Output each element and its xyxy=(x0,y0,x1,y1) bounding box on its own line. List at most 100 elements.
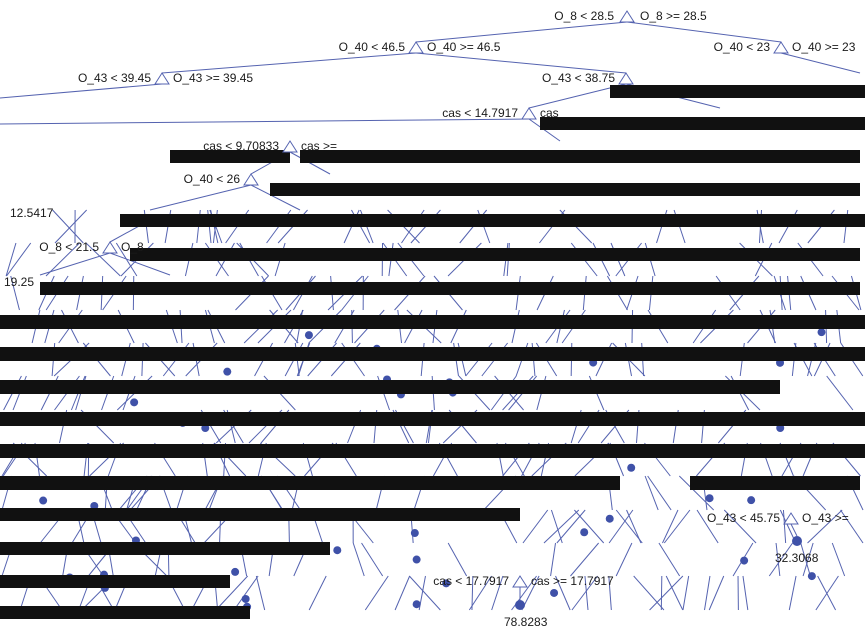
leaf-node xyxy=(90,501,99,510)
tree-edge xyxy=(415,21,628,43)
tree-edge xyxy=(471,575,474,611)
overlapping-node-labels xyxy=(0,85,865,619)
split-node: O_43 < 39.45 O_43 >= 39.45 xyxy=(78,71,253,85)
overlapping-label-block xyxy=(170,150,290,163)
tree-edge xyxy=(633,575,665,611)
tree-edge xyxy=(491,575,504,611)
overlapping-label-block xyxy=(0,444,865,458)
tree-edge xyxy=(742,575,749,611)
tree-edge xyxy=(658,542,681,577)
tree-edge xyxy=(615,509,643,544)
tree-edge xyxy=(779,509,797,544)
tree-edge xyxy=(644,475,659,511)
leaf-node xyxy=(442,579,451,588)
split-label-right: O_40 >= 46.5 xyxy=(427,40,501,54)
overlapping-label-block xyxy=(0,476,620,490)
split-node: O_8 < 28.5 O_8 >= 28.5 xyxy=(554,9,707,23)
leaf-node xyxy=(817,328,826,337)
tree-edge xyxy=(115,242,138,277)
tree-edge xyxy=(615,542,633,577)
split-node-marker xyxy=(521,107,537,120)
tree-edge xyxy=(233,575,259,611)
leaf-node xyxy=(627,463,636,472)
tree-edge xyxy=(608,575,612,611)
tree-edge xyxy=(0,118,530,125)
split-label-left: O_43 < 39.45 xyxy=(78,71,151,85)
split-node: O_40 < 23 O_40 >= 23 xyxy=(714,40,856,54)
tree-edge xyxy=(704,575,711,611)
split-node: O_40 < 26 xyxy=(184,172,259,186)
tree-edge xyxy=(5,242,17,277)
tree-edge xyxy=(0,83,163,99)
leaf-node xyxy=(410,529,419,538)
tree-edge xyxy=(408,575,441,611)
leaf-value: 19.25 xyxy=(4,275,34,289)
overlapping-label-block xyxy=(690,476,860,490)
split-node-marker xyxy=(783,512,799,525)
overlapping-label-block xyxy=(610,85,865,98)
tree-edge xyxy=(352,542,365,577)
split-node-marker xyxy=(282,140,298,153)
split-label-right: cas >= xyxy=(301,139,337,153)
tree-edge xyxy=(626,21,782,43)
tree-edge xyxy=(52,209,84,244)
leaf-node xyxy=(515,600,525,610)
overlapping-label-block xyxy=(0,575,230,588)
tree-edge xyxy=(696,509,719,544)
tree-edge xyxy=(39,252,111,276)
tree-edge xyxy=(782,509,787,544)
leaf-node xyxy=(130,398,139,407)
leaf-node xyxy=(201,424,210,433)
overlapping-label-block xyxy=(0,542,330,555)
tree-edge xyxy=(768,542,793,577)
leaf-node xyxy=(39,496,48,505)
tree-edge xyxy=(468,575,492,611)
tree-edge xyxy=(790,523,798,537)
overlapping-label-block xyxy=(40,282,860,295)
tree-edge xyxy=(250,184,301,211)
overlapping-label-block xyxy=(270,183,860,196)
tree-edge xyxy=(215,575,249,611)
leaf-node xyxy=(304,331,313,340)
tree-edge xyxy=(723,509,757,544)
leaf-value: 78.8283 xyxy=(504,615,548,629)
split-node-marker xyxy=(408,41,424,54)
split-label-right: O_8 xyxy=(121,240,144,254)
tree-edge xyxy=(447,542,468,577)
tree-edge xyxy=(308,575,327,611)
tree-edge xyxy=(665,575,684,611)
tree-edge xyxy=(584,575,589,611)
leaf-node xyxy=(412,600,421,609)
leaf-value: 12.5417 xyxy=(10,206,54,220)
overlapping-label-block xyxy=(700,214,865,227)
leaf-node xyxy=(412,555,421,564)
tree-edge xyxy=(775,542,781,577)
overlapping-label-block xyxy=(120,214,860,227)
tree-edge xyxy=(570,542,600,577)
leaf-node xyxy=(747,496,756,505)
split-label-right: cas xyxy=(540,106,559,120)
split-label-left: cas < 9.70833 xyxy=(203,139,279,153)
overlapping-label-block xyxy=(0,347,865,361)
tree-edge xyxy=(361,542,384,577)
tree-edge xyxy=(608,509,634,544)
split-label-left: O_40 < 26 xyxy=(184,172,241,186)
leaf-node xyxy=(241,594,250,603)
leaf-node xyxy=(333,546,342,555)
tree-edge xyxy=(682,575,690,611)
tree-edge xyxy=(522,509,549,544)
leaf-node xyxy=(740,556,749,565)
split-node: O_40 < 46.5 O_40 >= 46.5 xyxy=(339,40,501,54)
tree-edge xyxy=(800,542,811,577)
tree-edge xyxy=(85,242,121,277)
tree-edge xyxy=(788,575,797,611)
overlapping-label-block xyxy=(0,508,520,521)
overlapping-label-block xyxy=(0,606,250,619)
split-node-marker xyxy=(618,72,634,85)
tree-edge xyxy=(528,83,627,109)
tree-edge xyxy=(364,575,389,611)
split-node: cas < 17.7917 cas >= 17.7917 xyxy=(433,574,614,588)
split-label-left: O_8 < 21.5 xyxy=(39,240,99,254)
tree-edge xyxy=(6,242,32,277)
tree-edge xyxy=(571,575,599,611)
